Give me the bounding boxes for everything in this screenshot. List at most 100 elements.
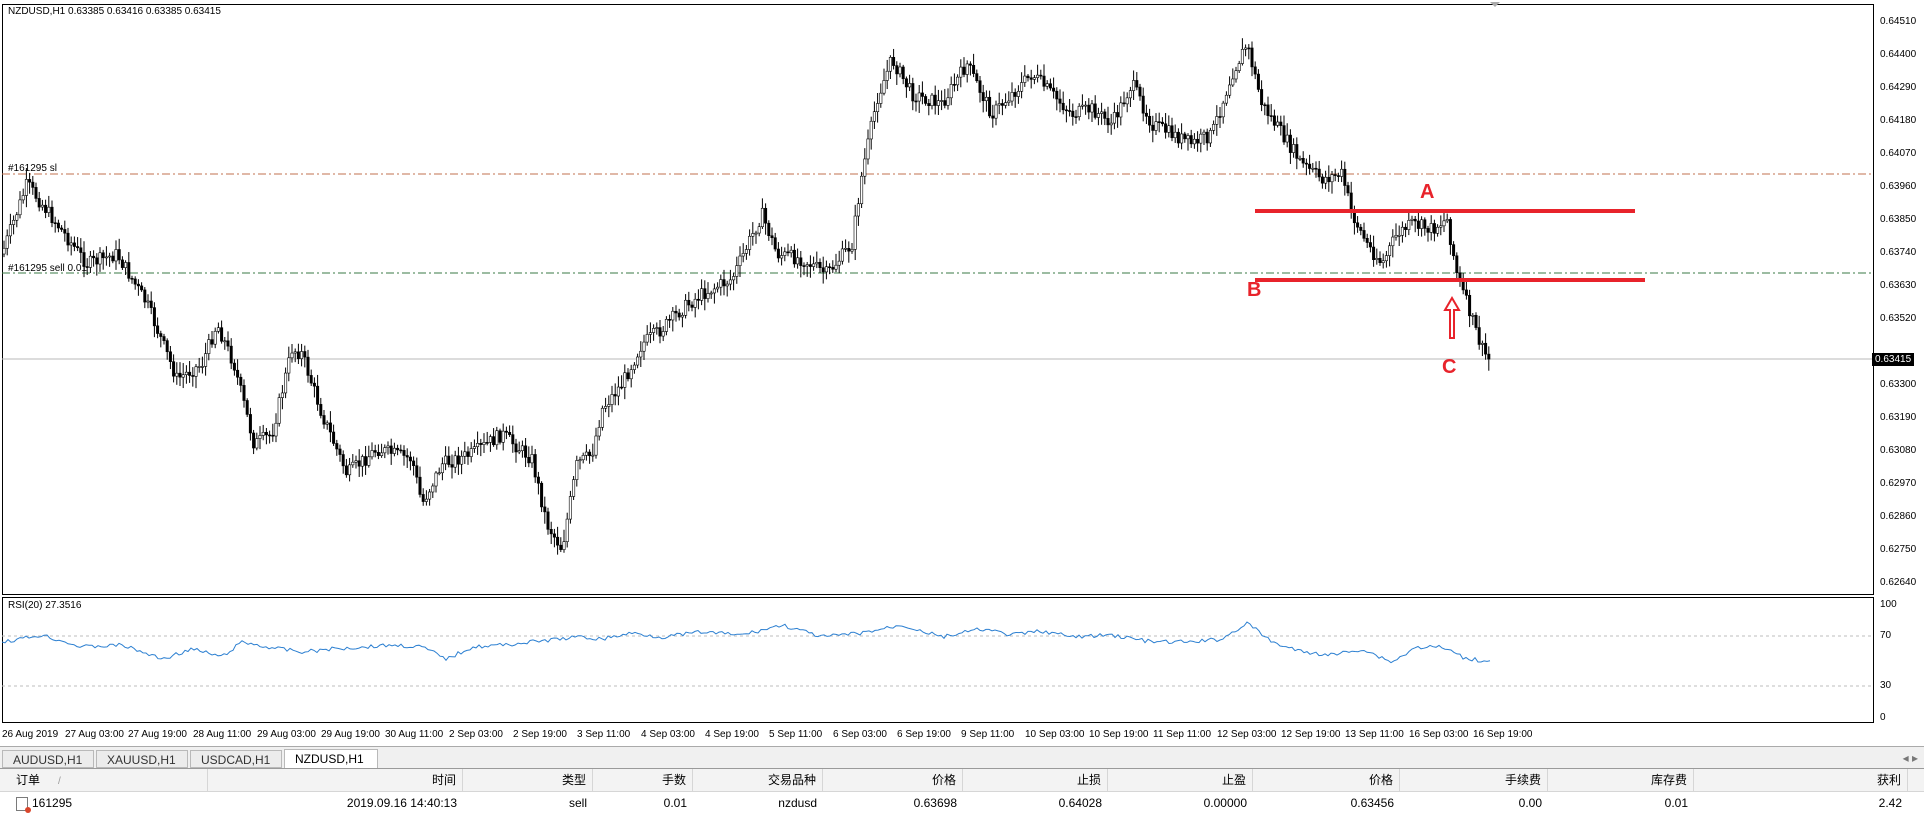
candle-body	[15, 214, 19, 221]
table-row[interactable]: 161295 2019.09.16 14:40:13 sell 0.01 nzd…	[0, 792, 1924, 814]
candle-body	[645, 334, 649, 343]
rsi-pane[interactable]	[2, 597, 1874, 723]
candle-body	[572, 479, 576, 497]
candle-body	[1112, 112, 1116, 124]
candle-body	[69, 242, 73, 246]
candle-body	[149, 300, 153, 308]
candle-body	[1372, 246, 1376, 260]
row-lots: 0.01	[663, 796, 687, 810]
price-chart-canvas[interactable]	[2, 4, 1874, 595]
candle-body	[1420, 219, 1424, 229]
col-time[interactable]: 时间	[208, 769, 463, 791]
candle-body	[21, 195, 25, 201]
candle-body	[367, 456, 371, 466]
candle-body	[1167, 125, 1171, 133]
up-arrow-icon	[1443, 296, 1461, 339]
candle-body	[783, 251, 787, 256]
candle-body	[1237, 63, 1241, 71]
price-tick: 0.63300	[1880, 379, 1917, 390]
tab-scroll-arrows-icon[interactable]: ◂ ▸	[1902, 751, 1918, 765]
candle-body	[412, 460, 416, 467]
candle-body	[239, 376, 243, 386]
candle-body	[760, 207, 764, 228]
col-price-open[interactable]: 价格	[823, 769, 963, 791]
candle-body	[1317, 168, 1321, 178]
candle-body	[380, 452, 384, 456]
candle-body	[565, 518, 569, 542]
tab-audusd[interactable]: AUDUSD,H1	[2, 750, 94, 768]
candle-body	[325, 422, 329, 425]
candle-body	[735, 265, 739, 277]
col-tp[interactable]: 止盈	[1108, 769, 1253, 791]
candle-body	[1125, 97, 1129, 105]
candle-body	[469, 448, 473, 457]
candle-body	[466, 451, 470, 457]
candle-body	[1391, 236, 1395, 247]
tab-usdcad[interactable]: USDCAD,H1	[190, 750, 282, 768]
row-commission: 0.00	[1518, 796, 1542, 810]
row-price-current: 0.63456	[1350, 796, 1394, 810]
col-commission[interactable]: 手续费	[1400, 769, 1548, 791]
col-lots[interactable]: 手数	[593, 769, 693, 791]
candle-body	[767, 222, 771, 237]
row-price-open: 0.63698	[913, 796, 957, 810]
col-type[interactable]: 类型	[463, 769, 593, 791]
candle-body	[399, 449, 403, 452]
candle-body	[12, 219, 16, 225]
candle-body	[1109, 122, 1113, 126]
candle-body	[1068, 110, 1072, 112]
candle-body	[1484, 342, 1488, 355]
candle-body	[1119, 102, 1123, 118]
candle-body	[264, 431, 268, 436]
sort-icon: /	[58, 776, 61, 787]
candle-body	[1234, 70, 1238, 80]
time-tick: 29 Aug 03:00	[257, 729, 316, 740]
col-swap[interactable]: 库存费	[1548, 769, 1694, 791]
candle-body	[636, 356, 640, 366]
price-tick: 0.64400	[1880, 49, 1917, 60]
candle-body	[1212, 123, 1216, 131]
candle-body	[1039, 74, 1043, 77]
annotation-c: C	[1442, 356, 1457, 378]
candle-body	[1295, 144, 1299, 159]
candle-body	[869, 120, 873, 140]
candle-body	[530, 454, 534, 464]
candle-body	[748, 235, 752, 250]
candle-body	[1202, 131, 1206, 135]
col-profit[interactable]: 获利	[1694, 769, 1908, 791]
candle-body	[684, 299, 688, 316]
candle-body	[232, 362, 236, 371]
candle-body	[1247, 47, 1251, 50]
candle-body	[1260, 89, 1264, 106]
candle-body	[181, 374, 185, 378]
price-tick: 0.63850	[1880, 214, 1917, 225]
candle-body	[517, 450, 521, 453]
candle-body	[389, 445, 393, 454]
candle-body	[1205, 131, 1209, 144]
candle-body	[188, 371, 192, 376]
time-tick: 13 Sep 11:00	[1345, 729, 1404, 740]
candle-body	[693, 298, 697, 308]
tab-xauusd[interactable]: XAUUSD,H1	[96, 750, 188, 768]
col-sl[interactable]: 止损	[963, 769, 1108, 791]
candle-body	[940, 100, 944, 102]
candle-body	[802, 265, 806, 267]
candle-body	[536, 476, 540, 484]
candle-body	[661, 331, 665, 337]
col-price-current[interactable]: 价格	[1253, 769, 1400, 791]
candle-body	[460, 455, 464, 465]
candle-body	[559, 544, 563, 550]
candle-body	[552, 533, 556, 538]
time-tick: 27 Aug 03:00	[65, 729, 124, 740]
candle-body	[229, 345, 233, 364]
candle-body	[959, 66, 963, 78]
candle-body	[1436, 226, 1440, 234]
candle-body	[255, 438, 259, 449]
tab-nzdusd[interactable]: NZDUSD,H1	[284, 749, 378, 769]
candle-body	[85, 266, 89, 268]
candle-body	[722, 279, 726, 287]
col-symbol[interactable]: 交易品种	[693, 769, 823, 791]
col-order[interactable]: 订单 /	[0, 769, 208, 791]
time-tick: 12 Sep 03:00	[1217, 729, 1277, 740]
candle-body	[914, 100, 918, 103]
